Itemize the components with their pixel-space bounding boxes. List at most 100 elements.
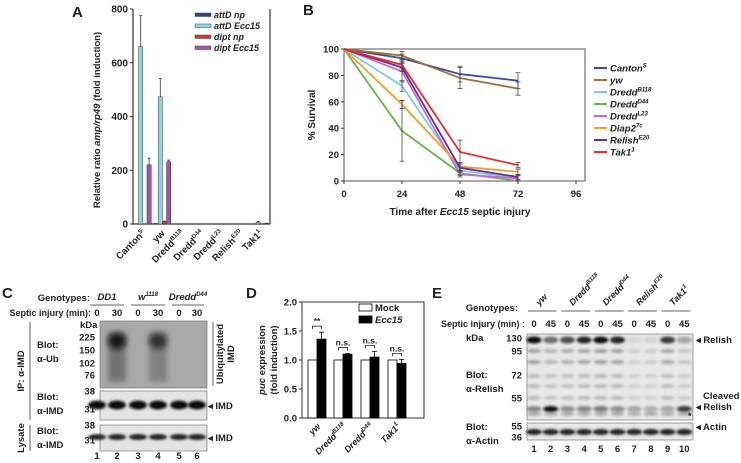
significance-bracket	[365, 344, 375, 349]
y-axis-label-part: expression	[257, 325, 268, 378]
bar	[360, 359, 371, 419]
legend-swatch	[358, 303, 373, 312]
time-label: 30	[153, 308, 164, 319]
bar	[387, 359, 398, 419]
series-line	[343, 48, 519, 180]
legend-swatch	[194, 23, 212, 28]
actin-band	[609, 429, 626, 435]
imd-marker: ◂ IMD	[207, 401, 233, 412]
legend-label-sup: B118	[637, 88, 652, 94]
mw-marker: 95	[511, 347, 522, 358]
genotype-label: DreddD44	[169, 292, 208, 303]
nonspecific-band	[610, 384, 625, 388]
nonspecific-band	[560, 374, 575, 378]
nonspecific-band	[677, 374, 692, 378]
antibody-label: α-Actin	[466, 436, 499, 447]
kda-label: kDa	[80, 320, 98, 331]
nonspecific-band	[527, 360, 541, 364]
nonspecific-band	[560, 384, 575, 388]
x-tick-label: Tak11	[379, 421, 403, 445]
actin-band	[642, 429, 659, 435]
lane-number: 3	[135, 451, 140, 462]
panel-label-c: C	[2, 285, 13, 302]
relish-band	[610, 336, 625, 344]
nonspecific-band	[577, 349, 592, 353]
lane-number: 2	[548, 444, 553, 455]
relish-band	[643, 336, 659, 344]
mw-marker: 31	[84, 405, 95, 416]
nonspecific-band	[593, 412, 608, 416]
nonspecific-band	[577, 360, 592, 364]
imd-lysate-band	[108, 434, 126, 440]
nonspecific-band	[593, 360, 608, 364]
legend-swatch	[358, 315, 373, 324]
cleaved-relish-band	[543, 406, 559, 412]
lane-number: 8	[648, 444, 653, 455]
y-tick-label: 1.5	[284, 327, 298, 338]
y-tick-label: 0.5	[284, 385, 298, 396]
nonspecific-band	[643, 384, 658, 388]
legend-label-sup: S	[643, 64, 647, 70]
legend-label-sup: 1	[631, 148, 635, 154]
nonspecific-band	[543, 384, 558, 388]
blot-label: Blot:	[37, 392, 59, 403]
nonspecific-band	[543, 374, 558, 378]
legend-label-sup: E20	[639, 136, 650, 142]
septic-injury-label: Septic injury (min):	[9, 308, 91, 318]
x-tick-label-sup: E20	[230, 228, 242, 240]
y-tick-label: 40	[328, 124, 339, 135]
lane-number: 3	[565, 444, 570, 455]
nonspecific-band	[610, 396, 625, 400]
x-tick-label-sup: B118	[169, 228, 184, 243]
mw-marker: 130	[506, 334, 522, 345]
imd-lysate-band	[129, 434, 147, 440]
series-line	[343, 48, 519, 90]
x-tick-label: 72	[513, 189, 524, 200]
x-tick-label-sup: 1	[255, 228, 262, 235]
genotype-label-base: Dredd	[169, 292, 197, 303]
x-tick-label: DreddD44	[342, 421, 376, 455]
bar	[333, 359, 344, 419]
blot-label: Blot:	[466, 422, 488, 433]
nonspecific-band	[660, 374, 675, 378]
ubiquitylated-label: Ubiquitylated	[215, 324, 226, 384]
lane-number: 2	[114, 451, 119, 462]
lane-number: 7	[632, 444, 637, 455]
lane-number: 4	[155, 451, 161, 462]
genotype-label: DD1	[97, 292, 116, 303]
genotype-label: DreddD44	[600, 274, 634, 308]
nonspecific-band	[677, 396, 692, 400]
mw-marker: 36	[511, 433, 522, 444]
legend-label: yw	[609, 76, 623, 87]
blot-label: Blot:	[466, 370, 488, 381]
series-line	[343, 48, 519, 167]
genotype-label-sup: 1	[682, 283, 689, 290]
x-tick-label-base: yw	[306, 421, 323, 438]
series-line	[343, 48, 519, 182]
x-axis-label-part: Ecc15	[440, 207, 469, 218]
y-tick-label: 0.0	[284, 414, 297, 425]
time-label: 0	[94, 308, 99, 319]
x-tick-label-sup: L23	[211, 228, 223, 240]
relish-band	[593, 336, 609, 344]
legend-label-base: Canton	[610, 64, 643, 75]
legend-swatch	[194, 45, 212, 50]
genotype-label: yw	[533, 291, 550, 308]
x-tick-label: CantonS	[114, 228, 148, 262]
nonspecific-band	[677, 360, 692, 364]
genotypes-label: Genotypes:	[38, 293, 90, 304]
significance-bracket	[392, 353, 402, 357]
y-axis-label-part: (fold induction)	[92, 32, 103, 104]
nonspecific-band	[527, 349, 541, 353]
mw-marker: 150	[79, 346, 95, 357]
panel-label-a: A	[72, 4, 83, 21]
genotype-label-sup: 1118	[145, 292, 158, 298]
significance-bracket	[338, 347, 348, 351]
nonspecific-band	[527, 384, 541, 388]
cleaved-relish-band	[643, 406, 659, 412]
lane-number: 1	[531, 444, 537, 455]
lysate-label: Lysate	[16, 423, 27, 453]
lane-number: 5	[176, 451, 182, 462]
panel-b-survival-chart: 0 24 48 72 96 0 20 40 60 80 100 % Survival Time afte…	[307, 45, 652, 219]
x-axis-label: Time after Ecc15 septic injury	[390, 207, 531, 218]
